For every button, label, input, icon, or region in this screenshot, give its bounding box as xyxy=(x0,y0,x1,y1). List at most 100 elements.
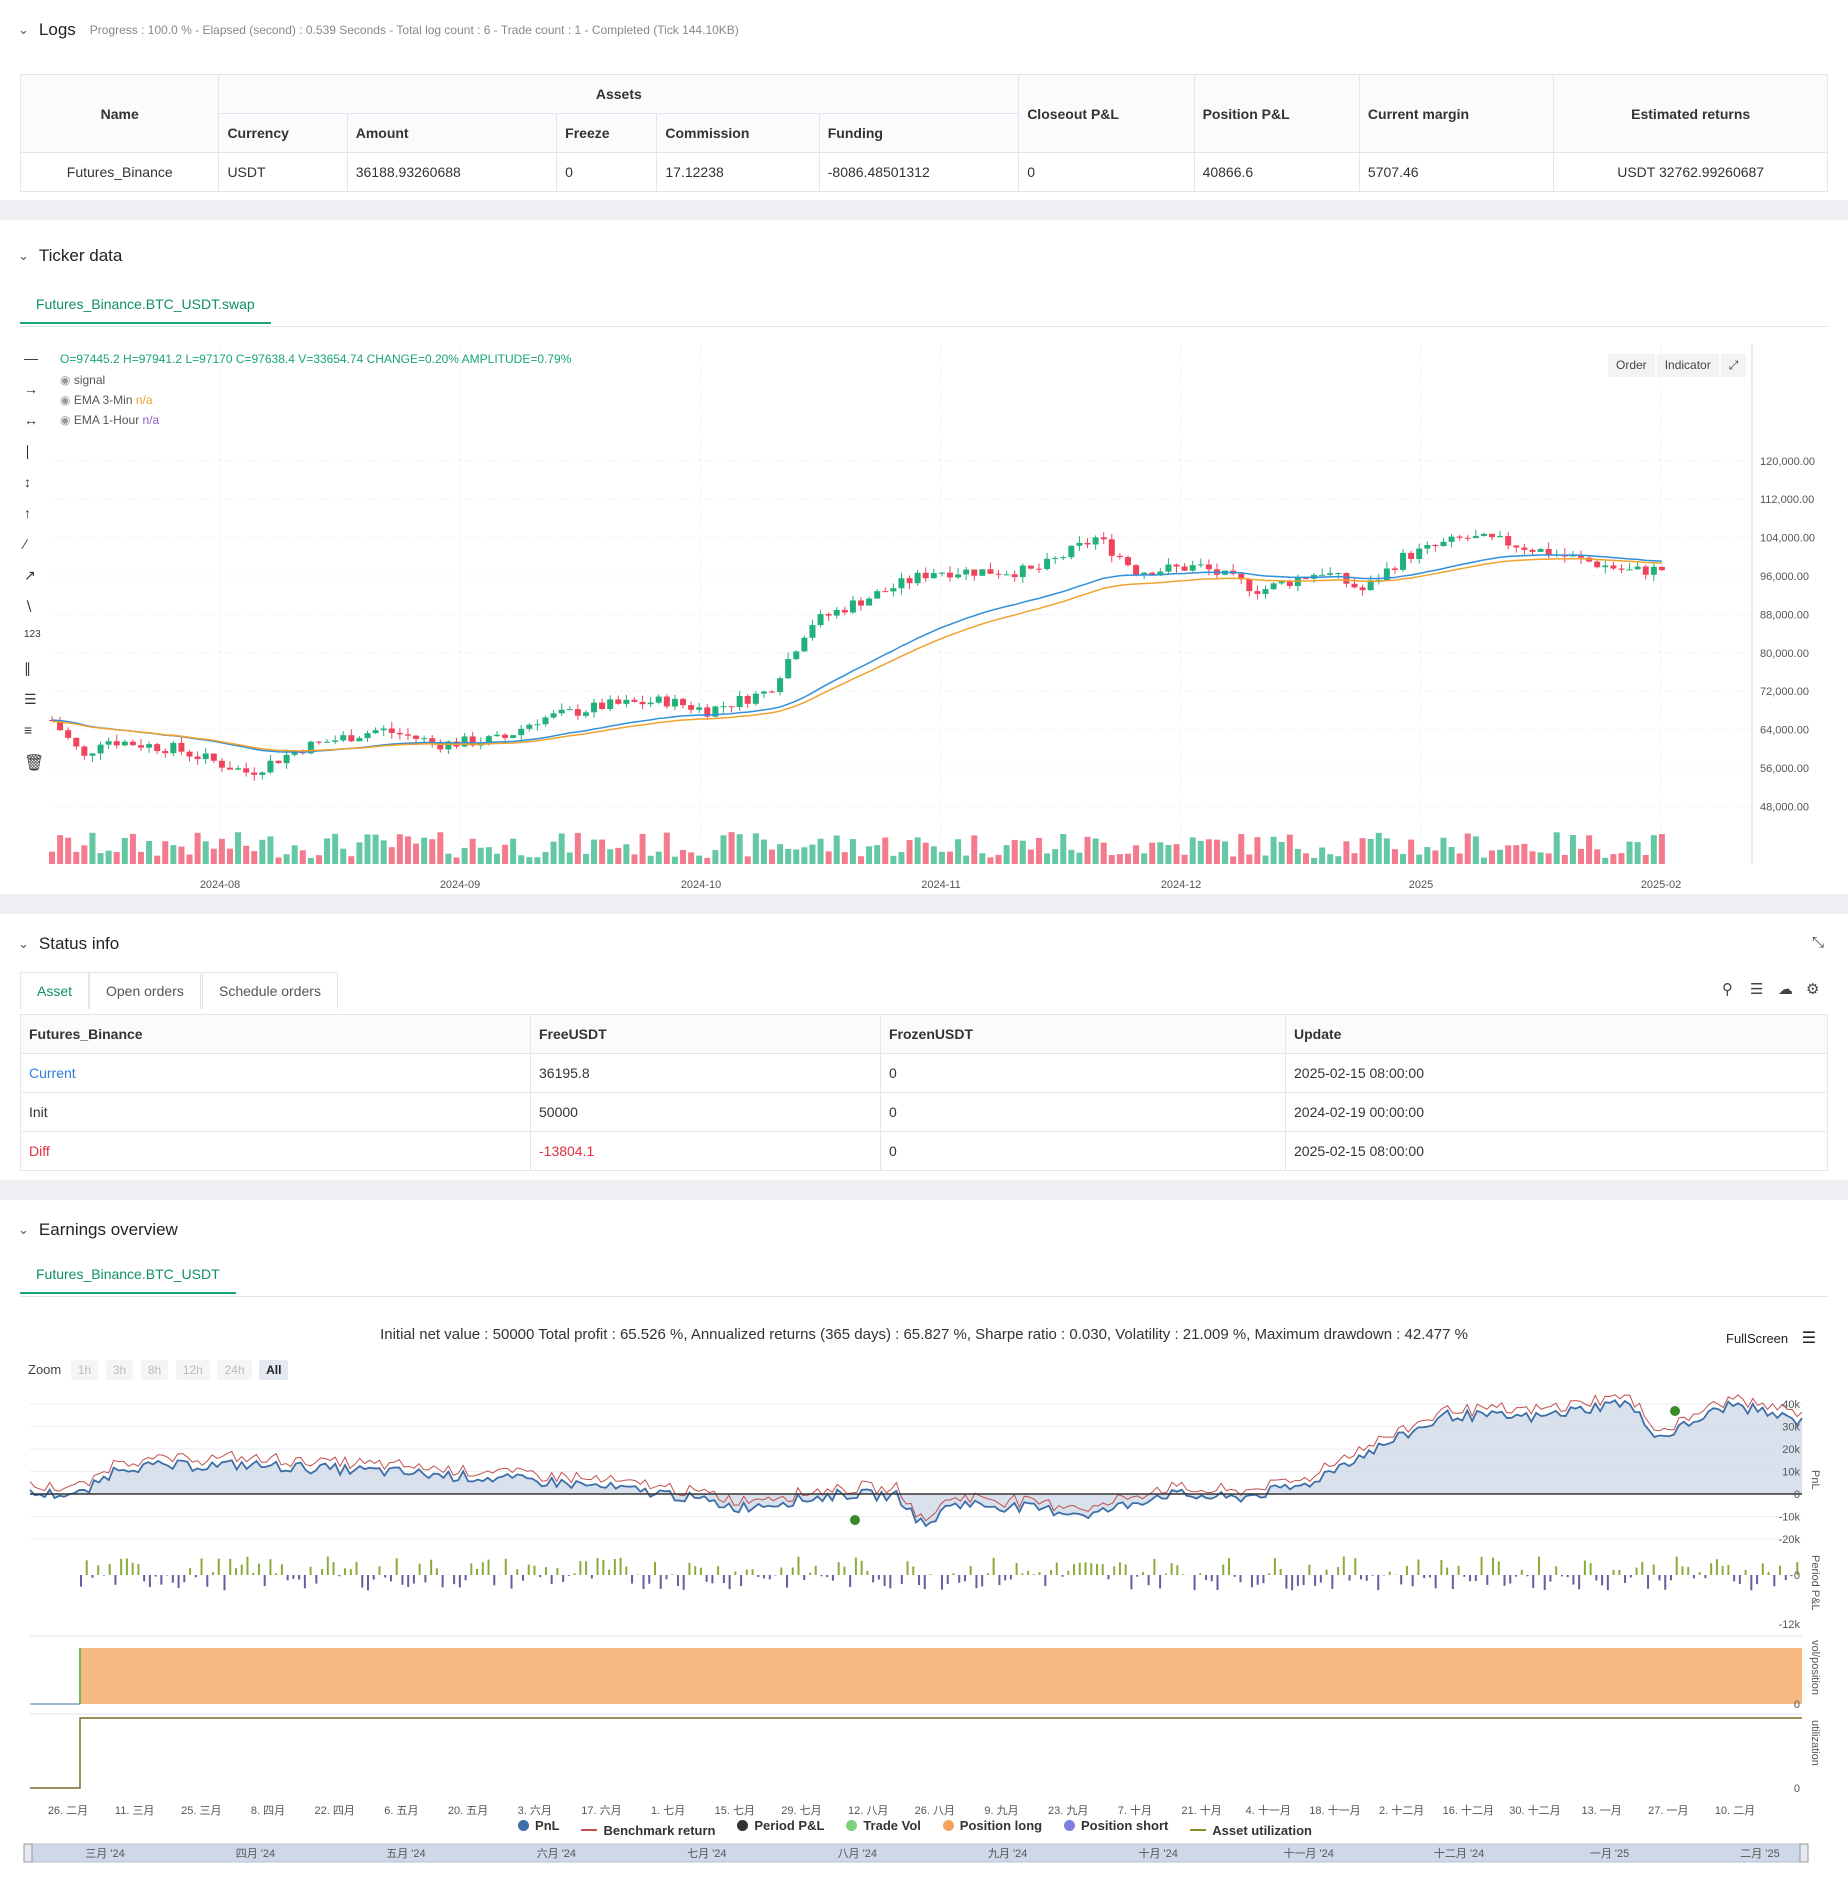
list-icon[interactable]: ☰ xyxy=(1750,981,1764,998)
volume-bar xyxy=(299,850,306,864)
legend-period-pnl[interactable]: Period P&L xyxy=(737,1818,824,1833)
row-label-current[interactable]: Current xyxy=(20,1053,531,1093)
volume-bar xyxy=(874,845,881,864)
chevron-down-icon[interactable]: ⌄ xyxy=(18,248,29,263)
zoom-12h[interactable]: 12h xyxy=(175,1360,210,1380)
zoom-1h[interactable]: 1h xyxy=(70,1360,99,1380)
candle-body xyxy=(1246,579,1253,592)
logs-header[interactable]: ⌄ Logs Progress : 100.0 % - Elapsed (sec… xyxy=(18,18,739,42)
horizontal-segment-icon[interactable]: ↔ xyxy=(24,412,38,428)
candle-body xyxy=(825,614,832,616)
period-pnl-bar xyxy=(843,1566,846,1575)
volume-bar xyxy=(1480,857,1487,864)
legend-position-long[interactable]: Position long xyxy=(942,1818,1042,1833)
search-icon[interactable]: ⚲ xyxy=(1722,981,1733,998)
segment-line-icon[interactable]: ∖ xyxy=(24,598,33,614)
collapse-icon[interactable]: ⤡ xyxy=(1812,934,1825,951)
zoom-24h[interactable]: 24h xyxy=(217,1360,252,1380)
parallel-channel-icon[interactable]: ∥ xyxy=(24,660,31,676)
period-pnl-bar xyxy=(1727,1565,1730,1575)
zoom-all[interactable]: All xyxy=(259,1360,289,1380)
candle-body xyxy=(1084,542,1091,545)
period-pnl-bar xyxy=(1606,1575,1609,1591)
earnings-chart[interactable]: 40k 30k 20k 10k 0 -10k -20k PnL 0 -12k Period P&L 0… xyxy=(0,1390,1848,1860)
tab-earnings-symbol[interactable]: Futures_Binance.BTC_USDT xyxy=(20,1256,236,1294)
candle-body xyxy=(364,733,371,739)
candle-body xyxy=(1076,542,1083,546)
volume-bar xyxy=(1472,836,1479,864)
candle-body xyxy=(1472,535,1479,539)
cell-position: 40866.6 xyxy=(1193,152,1360,192)
horizontal-line-icon[interactable]: — xyxy=(24,350,38,366)
volume-bar xyxy=(1578,848,1585,864)
expand-icon[interactable]: ⤢ xyxy=(1720,354,1747,377)
period-pnl-bar xyxy=(682,1575,685,1590)
legend-trade-vol[interactable]: Trade Vol xyxy=(846,1818,921,1833)
navigator-left-handle[interactable] xyxy=(23,1843,33,1863)
vertical-segment-icon[interactable]: ↕ xyxy=(24,474,31,490)
period-pnl-bar xyxy=(1784,1575,1787,1581)
legend-ema-slow[interactable]: ◉ EMA 1-Hour n/a xyxy=(60,410,159,430)
volume-bar xyxy=(194,832,201,864)
tab-ticker-symbol[interactable]: Futures_Binance.BTC_USDT.swap xyxy=(20,286,271,324)
navigator-track[interactable] xyxy=(23,1843,1809,1863)
period-pnl-bar xyxy=(1417,1559,1420,1575)
tab-open-orders[interactable]: Open orders xyxy=(89,972,201,1009)
candlestick-chart[interactable]: 120,000.00 112,000.00 104,000.00 96,000.00 8… xyxy=(0,334,1848,894)
candle-body xyxy=(1634,566,1641,570)
cloud-download-icon[interactable]: ☁ xyxy=(1778,981,1793,998)
candle-body xyxy=(817,614,824,626)
date-tick-label: 1. 七月 xyxy=(651,1804,685,1817)
zoom-3h[interactable]: 3h xyxy=(105,1360,134,1380)
gear-icon[interactable]: ⚙ xyxy=(1806,981,1820,998)
status-header[interactable]: ⌄ Status info xyxy=(18,932,119,956)
period-pnl-bar xyxy=(1601,1575,1604,1586)
candle-body xyxy=(809,625,816,638)
navigator-label: 八月 '24 xyxy=(838,1848,877,1860)
period-pnl-bar xyxy=(527,1564,530,1575)
legend-pnl[interactable]: PnL xyxy=(518,1818,560,1833)
ray-line-icon[interactable]: ↗ xyxy=(24,567,36,583)
navigator-scrollbar[interactable]: 三月 '24 四月 '24 五月 '24 六月 '24 七月 '24 八月 '24 九月 '… xyxy=(0,1842,1848,1866)
period-pnl-bar xyxy=(1032,1574,1035,1575)
navigator-right-handle[interactable] xyxy=(1799,1843,1809,1863)
eye-icon[interactable]: ◉ xyxy=(60,373,71,387)
indicator-button[interactable]: Indicator xyxy=(1656,354,1719,377)
period-pnl-bar xyxy=(1193,1575,1196,1591)
volume-bar xyxy=(631,854,638,864)
menu-icon[interactable]: ☰ xyxy=(1801,1330,1817,1347)
order-button[interactable]: Order xyxy=(1608,354,1655,377)
legend-benchmark[interactable]: Benchmark return xyxy=(581,1823,715,1838)
period-pnl-bar xyxy=(1618,1569,1621,1575)
chevron-down-icon[interactable]: ⌄ xyxy=(18,1222,29,1237)
measure-icon[interactable]: ≡ xyxy=(24,722,33,738)
fullscreen-button[interactable]: FullScreen ☰ xyxy=(1726,1328,1816,1348)
period-pnl-bar xyxy=(1692,1575,1695,1579)
period-pnl-bar xyxy=(820,1575,823,1577)
zoom-8h[interactable]: 8h xyxy=(140,1360,169,1380)
legend-position-short[interactable]: Position short xyxy=(1064,1818,1168,1833)
horizontal-ray-icon[interactable]: → xyxy=(24,381,38,397)
eye-icon[interactable]: ◉ xyxy=(60,393,71,407)
chevron-down-icon[interactable]: ⌄ xyxy=(18,936,29,951)
tab-asset[interactable]: Asset xyxy=(20,972,90,1009)
candle-body xyxy=(696,707,703,710)
period-pnl-bar xyxy=(1480,1556,1483,1575)
period-pnl-bar xyxy=(355,1561,358,1575)
trash-icon[interactable]: 🗑 xyxy=(24,755,45,772)
vertical-line-icon[interactable]: ∣ xyxy=(24,443,31,459)
price-label-icon[interactable]: 123 xyxy=(24,629,41,640)
period-pnl-bar xyxy=(1222,1564,1225,1575)
legend-ema-fast[interactable]: ◉ EMA 3-Min n/a xyxy=(60,390,159,410)
ticker-header[interactable]: ⌄ Ticker data xyxy=(18,244,122,268)
vertical-ray-icon[interactable]: ↑ xyxy=(24,505,31,521)
trend-line-icon[interactable]: ∕ xyxy=(24,536,27,552)
eye-icon[interactable]: ◉ xyxy=(60,413,71,427)
fibonacci-icon[interactable]: ☰ xyxy=(24,691,37,707)
chevron-down-icon[interactable]: ⌄ xyxy=(18,22,29,37)
earnings-header[interactable]: ⌄ Earnings overview xyxy=(18,1218,178,1242)
date-tick-label: 8. 四月 xyxy=(251,1805,285,1817)
tab-schedule-orders[interactable]: Schedule orders xyxy=(202,972,338,1009)
legend-asset-utilization[interactable]: Asset utilization xyxy=(1190,1823,1312,1838)
legend-signal[interactable]: ◉ signal xyxy=(60,370,159,390)
